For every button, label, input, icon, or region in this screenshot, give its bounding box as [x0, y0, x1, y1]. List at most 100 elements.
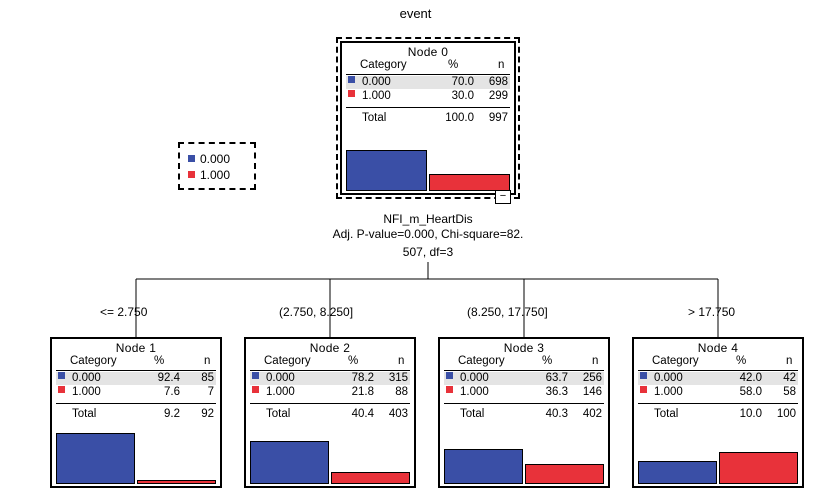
col-n: n — [592, 355, 599, 367]
edge-label-node-3: (8.250, 17.750] — [467, 305, 548, 319]
category-swatch — [58, 386, 65, 393]
category-swatch — [640, 372, 647, 379]
tree-title: event — [399, 6, 432, 21]
total-n: 92 — [201, 408, 214, 420]
table-total: Total 10.0 100 — [638, 408, 798, 421]
selected-node-outline — [336, 37, 520, 199]
total-n: 997 — [488, 112, 508, 124]
cell-percent: 42.0 — [739, 372, 762, 384]
table-divider — [638, 403, 798, 404]
bar-class-0 — [444, 449, 523, 484]
bar-class-1 — [331, 472, 410, 484]
cell-n: 7 — [207, 386, 214, 398]
col-category: Category — [264, 355, 311, 367]
node-0[interactable]: Node 0 Category% n 0.000 70.0 698 1.000 30.0 299… — [340, 41, 516, 195]
table-row: 0.000 92.4 85 — [56, 372, 216, 385]
category-swatch — [348, 90, 355, 97]
col-category: Category — [458, 355, 505, 367]
cell-n: 299 — [488, 90, 508, 102]
node-4[interactable]: Node 4 Category% n 0.000 42.0 42 1.000 58.0 58 To… — [632, 337, 804, 488]
table-divider — [638, 370, 798, 371]
node-1[interactable]: Node 1 Category% n 0.000 92.4 85 1.000 7.6 7 Tota… — [50, 337, 222, 488]
bar-class-0 — [56, 433, 135, 484]
collapse-button[interactable]: − — [495, 190, 511, 204]
cell-category: 1.000 — [460, 386, 489, 398]
cell-percent: 7.6 — [164, 386, 180, 398]
table-divider — [56, 403, 216, 404]
col-n: n — [204, 355, 211, 367]
cell-percent: 92.4 — [157, 372, 180, 384]
category-swatch — [348, 76, 355, 83]
total-label: Total — [460, 408, 485, 420]
cell-n: 256 — [582, 372, 602, 384]
col-percent: % — [154, 355, 165, 367]
table-row: 0.000 42.0 42 — [638, 372, 798, 385]
col-n: n — [498, 59, 505, 71]
table-divider — [250, 370, 410, 371]
col-category: Category — [360, 59, 407, 71]
table-row: 1.000 30.0 299 — [346, 90, 510, 103]
cell-n: 58 — [783, 386, 796, 398]
table-header: Category% n — [56, 355, 216, 368]
cell-percent: 30.0 — [451, 90, 474, 102]
col-category: Category — [70, 355, 117, 367]
cell-n: 698 — [488, 76, 508, 88]
cell-category: 0.000 — [266, 372, 295, 384]
table-row: 1.000 21.8 88 — [250, 386, 410, 399]
cell-percent: 70.0 — [451, 76, 474, 88]
total-percent: 100.0 — [445, 112, 474, 124]
cell-category: 1.000 — [362, 90, 391, 102]
cell-percent: 63.7 — [545, 372, 568, 384]
table-divider — [346, 107, 510, 108]
table-divider — [250, 403, 410, 404]
table-divider — [56, 370, 216, 371]
cell-category: 0.000 — [460, 372, 489, 384]
table-row: 1.000 58.0 58 — [638, 386, 798, 399]
table-total: Total 100.0 997 — [346, 112, 510, 125]
col-n: n — [398, 355, 405, 367]
total-n: 402 — [582, 408, 602, 420]
total-n: 403 — [388, 408, 408, 420]
total-label: Total — [266, 408, 291, 420]
legend-item-0: 0.000 — [188, 152, 230, 166]
cell-percent: 36.3 — [545, 386, 568, 398]
cell-category: 1.000 — [72, 386, 101, 398]
edge-label-node-1: <= 2.750 — [100, 305, 148, 319]
table-row: 0.000 63.7 256 — [444, 372, 604, 385]
node-title: Node 0 — [407, 45, 449, 59]
table-divider — [346, 74, 510, 75]
node-title: Node 1 — [115, 341, 157, 355]
bar-class-0 — [346, 150, 427, 191]
legend-swatch-1 — [188, 171, 195, 178]
total-percent: 10.0 — [739, 408, 762, 420]
table-header: Category% n — [346, 59, 510, 72]
node-title: Node 3 — [503, 341, 545, 355]
category-swatch — [252, 372, 259, 379]
node-2[interactable]: Node 2 Category% n 0.000 78.2 315 1.000 21.8 88 T… — [244, 337, 416, 488]
table-row: 0.000 70.0 698 — [346, 76, 510, 89]
category-swatch — [446, 372, 453, 379]
legend-swatch-0 — [188, 155, 195, 162]
col-percent: % — [736, 355, 747, 367]
table-total: Total 9.2 92 — [56, 408, 216, 421]
table-header: Category% n — [444, 355, 604, 368]
cell-category: 1.000 — [266, 386, 295, 398]
table-divider — [444, 403, 604, 404]
category-swatch — [58, 372, 65, 379]
total-percent: 40.4 — [351, 408, 374, 420]
cell-category: 0.000 — [72, 372, 101, 384]
split-stats-line2: 507, df=3 — [402, 245, 454, 259]
table-header: Category% n — [250, 355, 410, 368]
total-label: Total — [362, 112, 387, 124]
cell-n: 85 — [201, 372, 214, 384]
node-3[interactable]: Node 3 Category% n 0.000 63.7 256 1.000 36.3 146… — [438, 337, 610, 488]
category-swatch — [446, 386, 453, 393]
col-percent: % — [448, 59, 459, 71]
legend-label-0: 0.000 — [200, 152, 231, 166]
total-percent: 9.2 — [164, 408, 180, 420]
cell-n: 315 — [388, 372, 408, 384]
legend-label-1: 1.000 — [200, 168, 231, 182]
edge-label-node-4: > 17.750 — [688, 305, 736, 319]
split-variable: NFI_m_HeartDis — [383, 212, 473, 226]
